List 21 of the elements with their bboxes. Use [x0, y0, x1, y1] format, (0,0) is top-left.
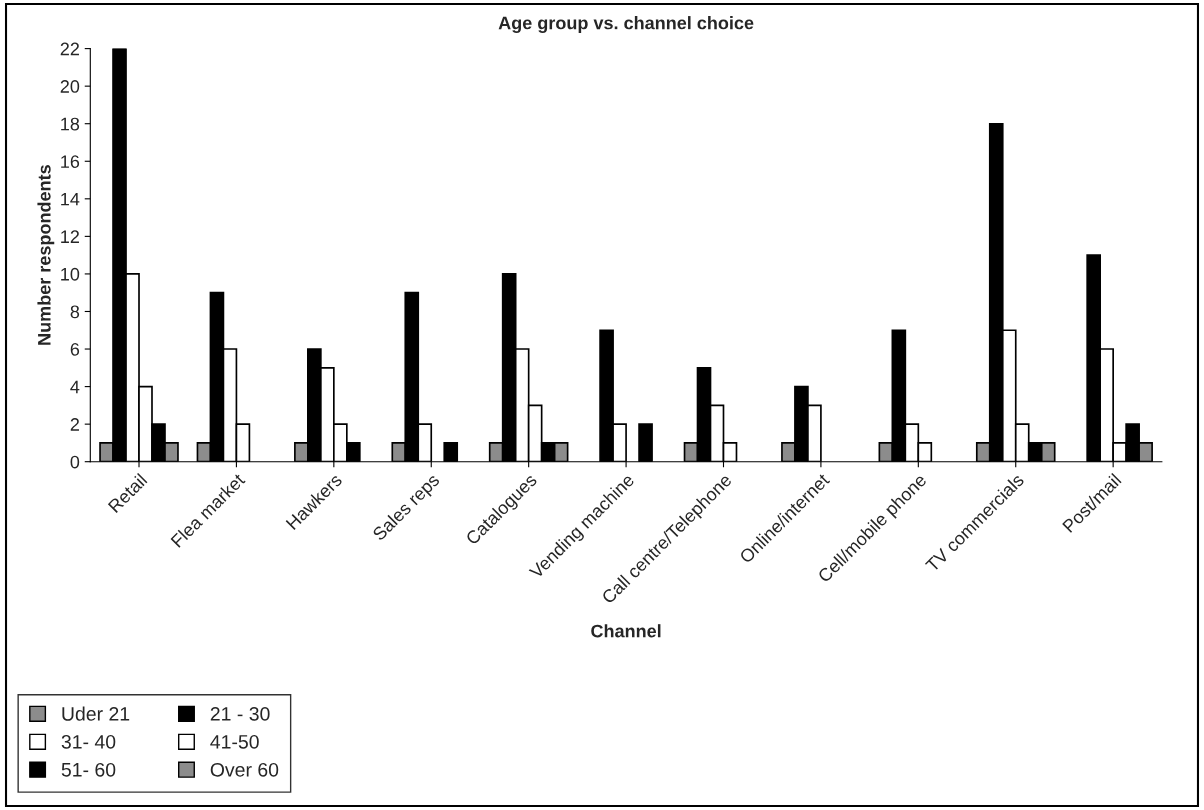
legend-label: Over 60: [210, 762, 279, 777]
y-tick-label: 10: [61, 267, 80, 281]
chart-title: Age group vs. channel choice: [498, 16, 754, 33]
legend-label: 41-50: [210, 734, 259, 749]
legend-label: 51- 60: [61, 762, 116, 777]
y-tick-label: 16: [61, 155, 80, 168]
y-tick-label: 12: [61, 230, 79, 243]
y-tick-label: 6: [70, 342, 80, 356]
y-tick-label: 22: [60, 42, 79, 56]
legend-label: 31- 40: [61, 734, 116, 749]
y-tick-label: 2: [70, 418, 79, 431]
y-tick-label: 0: [70, 455, 80, 469]
y-tick-label: 18: [61, 117, 80, 131]
y-tick-label: 20: [60, 80, 80, 93]
y-tick-label: 14: [61, 192, 80, 206]
x-axis-title: Channel: [591, 624, 661, 638]
y-axis-title: Number respondents: [37, 165, 55, 345]
legend-label: Uder 21: [62, 706, 130, 721]
legend-label: 21 - 30: [210, 707, 270, 721]
y-tick-label: 4: [70, 380, 80, 394]
y-tick-label: 8: [70, 305, 80, 319]
